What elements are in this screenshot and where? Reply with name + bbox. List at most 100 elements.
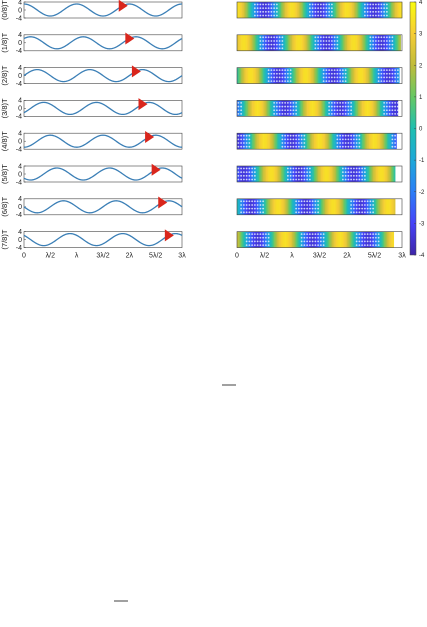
particle-dot — [286, 138, 289, 141]
heatmap-cell — [378, 133, 381, 150]
particle-dot — [380, 47, 383, 50]
particle-dot — [363, 200, 366, 203]
heatmap-cell — [342, 34, 345, 51]
particle-dot — [286, 109, 289, 112]
particle-dot — [278, 113, 281, 115]
particle-dot — [253, 233, 256, 236]
heatmap-cell — [272, 166, 275, 182]
heatmap-cell — [341, 2, 344, 18]
particle-dot — [341, 142, 344, 144]
particle-dot — [380, 43, 383, 46]
heatmap-cell — [318, 231, 320, 248]
heatmap-cell — [381, 67, 384, 84]
heatmap-cell — [276, 231, 279, 248]
particle-dot — [328, 80, 331, 82]
heatmap-cell — [285, 133, 287, 150]
heatmap-cell — [356, 231, 359, 248]
particle-dot — [300, 200, 303, 203]
heatmap-cell — [238, 198, 241, 215]
heatmap-cell — [290, 166, 293, 182]
particle-dot — [347, 134, 350, 137]
particle-dot — [284, 145, 287, 148]
heatmap-cell — [252, 166, 254, 182]
heatmap-cell — [397, 34, 400, 51]
particle-dot — [270, 10, 273, 13]
heatmap-cell — [259, 198, 261, 215]
particle-dot — [278, 43, 281, 46]
particle-dot — [278, 40, 281, 42]
heatmap-cell — [293, 231, 296, 248]
heatmap-cell — [325, 133, 327, 150]
particle-dot — [259, 47, 262, 50]
heatmap-cell — [311, 133, 313, 150]
heatmap-cell — [375, 231, 378, 248]
heatmap-cell — [360, 198, 363, 215]
particle-dot — [358, 200, 361, 203]
heatmap-cell — [370, 133, 373, 150]
particle-dot — [242, 204, 245, 206]
heatmap-cell — [347, 67, 349, 84]
particle-dot — [372, 204, 375, 206]
heatmap-cell — [294, 133, 297, 150]
heatmap-cell — [307, 67, 309, 84]
heatmap-cell — [259, 67, 261, 84]
heatmap-cell — [279, 100, 282, 117]
heatmap-cell — [256, 100, 258, 117]
heatmap-frame — [236, 34, 403, 52]
particle-dot — [322, 7, 325, 10]
particle-dot — [355, 240, 358, 243]
heatmap-cell — [395, 34, 397, 51]
heatmap-cell — [389, 166, 392, 182]
particle-dot — [347, 174, 350, 177]
particle-dot — [259, 233, 262, 236]
particle-dot — [388, 69, 391, 71]
particle-dot — [361, 211, 364, 214]
heatmap-cell — [283, 133, 286, 150]
particle-dot — [308, 233, 311, 236]
heatmap-cell — [369, 231, 371, 248]
heatmap-cell — [265, 2, 268, 18]
heatmap-cell — [320, 2, 323, 18]
heatmap-cell — [355, 100, 357, 117]
particle-dot — [317, 43, 320, 46]
particle-dot — [355, 204, 358, 206]
particle-dot — [336, 142, 339, 144]
heatmap-cell — [256, 166, 258, 182]
particle-dot — [240, 178, 243, 181]
heatmap-cell — [248, 34, 250, 51]
particle-dot — [322, 36, 325, 39]
heatmap-cell — [261, 198, 264, 215]
heatmap-cell — [331, 100, 334, 117]
particle-dot — [319, 7, 322, 10]
heatmap-cell — [260, 100, 263, 117]
heatmap-cell — [314, 198, 316, 215]
particle-dot — [350, 138, 353, 141]
particle-dot — [317, 7, 320, 10]
heatmap-cell — [257, 231, 260, 248]
heatmap-cell — [243, 100, 246, 117]
particle-dot — [242, 211, 245, 214]
heatmap-cell — [270, 133, 272, 150]
particle-dot — [385, 36, 388, 39]
heatmap-cell — [301, 198, 304, 215]
heatmap-cell — [320, 100, 323, 117]
heatmap-cell — [380, 2, 382, 18]
particle-dot — [380, 72, 383, 75]
heatmap-cell — [241, 67, 243, 84]
heatmap-cell — [374, 166, 377, 182]
particle-dot — [256, 233, 259, 236]
heatmap-cell — [349, 67, 352, 84]
particle-dot — [273, 36, 276, 39]
particle-dot — [336, 105, 339, 108]
heatmap-cell — [264, 166, 267, 182]
particle-dot — [355, 167, 358, 170]
particle-dot — [259, 211, 262, 214]
heatmap-cell — [353, 100, 356, 117]
heatmap-cell — [254, 67, 257, 84]
particle-dot — [242, 142, 245, 144]
heatmap-cell — [342, 231, 345, 248]
heatmap-cell — [254, 34, 257, 51]
particle-dot — [262, 3, 265, 6]
particle-dot — [281, 40, 284, 42]
particle-dot — [388, 76, 391, 79]
